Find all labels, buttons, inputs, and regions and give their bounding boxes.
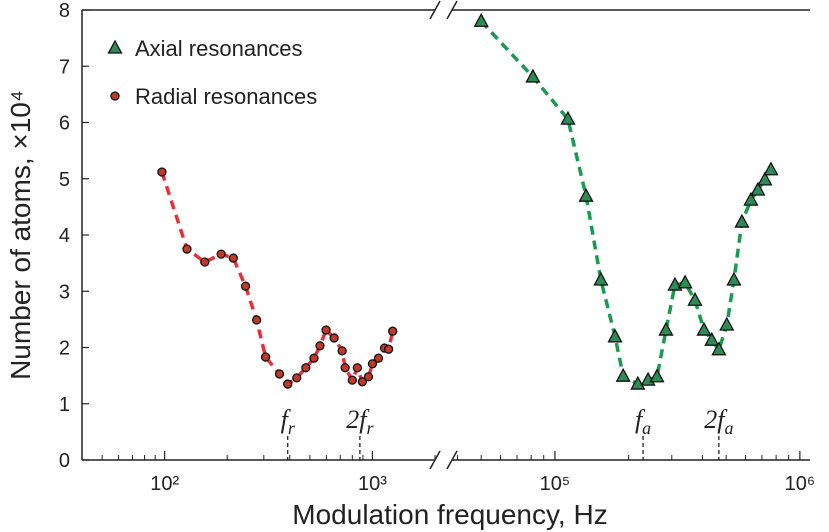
axis-break	[446, 450, 458, 470]
data-point	[182, 244, 192, 254]
y-tick-label: 6	[59, 113, 70, 135]
data-point	[687, 291, 703, 306]
annotation-text: 2f	[704, 405, 728, 434]
x-tick-label: 10³	[358, 473, 387, 495]
y-tick-label: 2	[59, 338, 70, 360]
data-point	[388, 326, 398, 336]
x-tick-label: 10⁵	[540, 473, 571, 495]
data-point	[593, 271, 609, 286]
data-point	[216, 249, 226, 259]
data-point	[726, 271, 742, 286]
data-point	[607, 328, 623, 343]
data-point	[260, 352, 271, 362]
annotation-text: f	[635, 405, 646, 434]
data-point	[649, 368, 665, 383]
data-point	[337, 346, 347, 356]
y-tick-label: 7	[59, 56, 70, 78]
data-point	[560, 110, 576, 125]
data-point	[329, 333, 339, 343]
annotation: 2fa	[704, 405, 733, 438]
x-tick-label: 10⁶	[785, 473, 815, 495]
data-point	[283, 379, 293, 389]
y-tick-label: 4	[59, 225, 70, 247]
annotation-text: 2f	[346, 405, 370, 434]
data-point	[743, 191, 759, 206]
y-tick-label: 8	[59, 0, 70, 22]
data-point	[696, 321, 712, 336]
data-point	[578, 187, 594, 202]
x-axis-label: Modulation frequency, Hz	[292, 499, 607, 530]
data-point	[357, 377, 367, 387]
data-point	[315, 341, 325, 351]
legend-label: Radial resonances	[135, 84, 317, 109]
y-tick-label: 3	[59, 281, 70, 303]
data-point	[292, 373, 302, 383]
data-point	[251, 315, 262, 325]
data-point	[677, 274, 693, 289]
data-point	[667, 276, 683, 291]
y-tick-label: 5	[59, 169, 70, 191]
y-tick-label: 1	[59, 394, 70, 416]
legend-label: Axial resonances	[135, 36, 303, 61]
x-tick-label: 10²	[150, 473, 179, 495]
data-point	[347, 375, 357, 385]
axis-break-gap	[437, 456, 450, 464]
data-point	[240, 281, 251, 291]
data-point	[340, 363, 350, 373]
data-point	[658, 321, 674, 336]
annotation: fr	[281, 405, 296, 438]
annotation-sub: r	[288, 418, 296, 438]
data-point	[367, 359, 378, 369]
data-point	[274, 369, 285, 379]
data-point	[757, 171, 773, 186]
data-point	[373, 353, 384, 363]
axis-break	[429, 0, 441, 20]
data-point	[615, 367, 631, 382]
data-point	[719, 316, 735, 331]
annotation: fa	[635, 405, 651, 438]
data-point	[473, 12, 489, 27]
data-point	[228, 253, 238, 263]
data-point	[363, 372, 374, 382]
data-point	[157, 167, 167, 177]
data-point	[383, 344, 394, 354]
data-point	[704, 331, 720, 346]
axis-break-gap	[437, 6, 450, 14]
data-point	[301, 363, 311, 373]
annotation-sub: r	[366, 418, 374, 438]
data-point	[750, 181, 766, 196]
y-tick-label: 0	[59, 450, 70, 472]
annotation-text: f	[281, 405, 292, 434]
data-point	[309, 353, 319, 363]
data-point	[352, 363, 363, 373]
data-point	[321, 325, 331, 335]
trend-line	[160, 171, 395, 387]
data-point	[107, 39, 123, 54]
axis-break	[446, 0, 458, 20]
data-point	[734, 213, 750, 228]
data-point	[110, 91, 120, 101]
data-point	[763, 161, 779, 176]
data-point	[630, 375, 646, 390]
data-point	[711, 341, 727, 356]
data-point	[200, 257, 210, 267]
y-axis-label: Number of atoms, ×10⁴	[5, 90, 36, 380]
annotation-sub: a	[724, 418, 733, 438]
annotation-sub: a	[642, 418, 651, 438]
data-point	[525, 68, 541, 83]
annotation: 2fr	[346, 405, 374, 438]
